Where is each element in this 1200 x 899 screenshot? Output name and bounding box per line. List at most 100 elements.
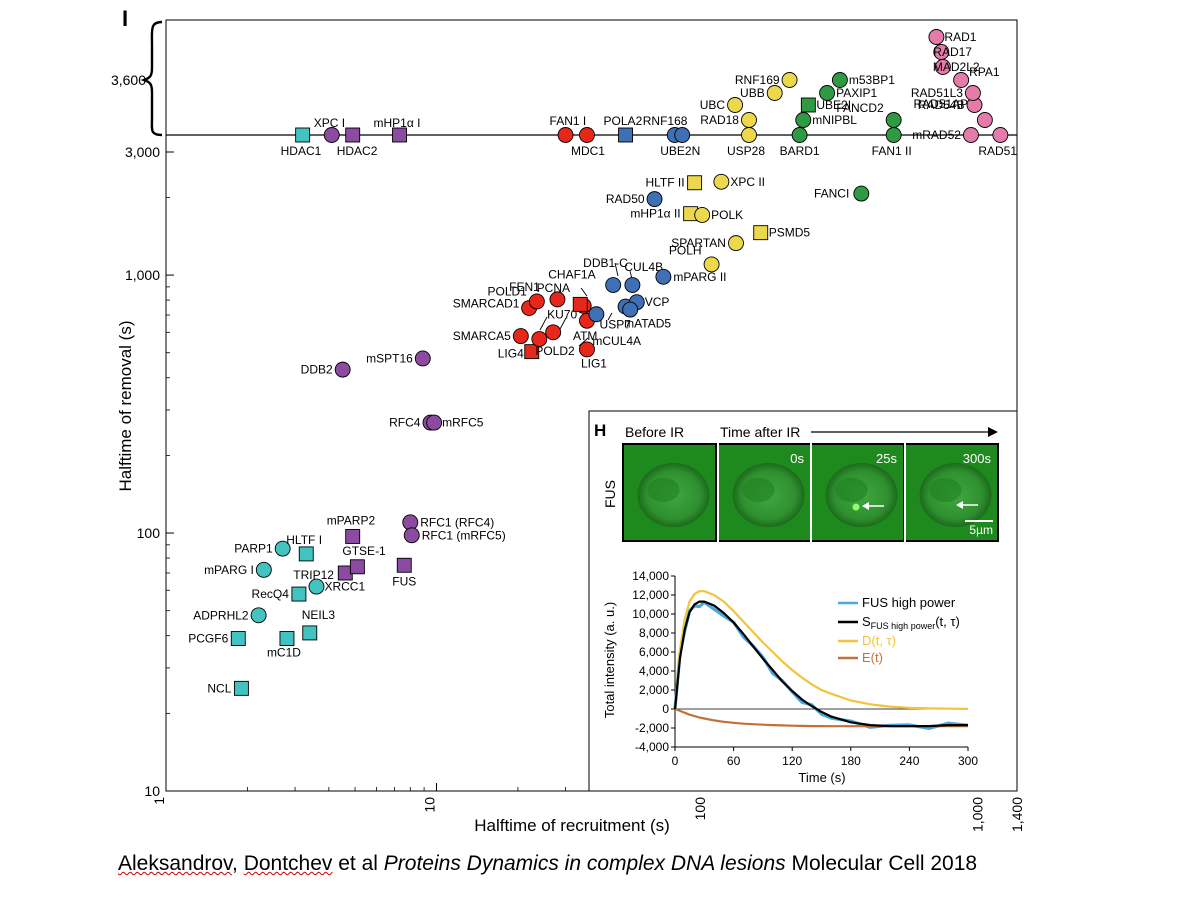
label-rad51: RAD51 <box>978 144 1017 158</box>
nucleolus <box>647 478 680 502</box>
nucleolus <box>742 478 775 502</box>
label-rad51l3: RAD51L3 <box>911 86 963 100</box>
time-after-ir-label: Time after IR <box>720 424 800 440</box>
inset-x-tick-label: 180 <box>841 754 861 768</box>
point-bard1 <box>791 127 808 143</box>
label-mrad52: mRAD52 <box>912 128 961 142</box>
nucleolus <box>929 478 962 502</box>
label-fancd2: FANCD2 <box>836 101 884 115</box>
label-smarcad1: SMARCAD1 <box>453 296 520 310</box>
label-mnipbl: mNIPBL <box>812 113 857 127</box>
inset-x-tick-label: 60 <box>727 754 741 768</box>
point-mparg-i <box>255 561 272 578</box>
inset-y-tick-label: 8,000 <box>639 626 669 640</box>
point-fancd2 <box>885 112 902 128</box>
panel-i-label: I <box>122 6 128 31</box>
label-cul4b: CUL4B <box>624 260 663 274</box>
damage-spot <box>852 503 860 511</box>
inset-legend: FUS high power SFUS high power(t, τ) D(t, … <box>838 595 960 665</box>
point-rad17 <box>933 44 950 60</box>
label-rad18: RAD18 <box>700 113 739 127</box>
label-ddb2: DDB2 <box>301 363 333 377</box>
label-ubb: UBB <box>740 86 765 100</box>
point-mrfc5 <box>426 414 443 431</box>
label-vcp: VCP <box>645 295 670 309</box>
point-spartan <box>728 235 744 252</box>
citation-title: Proteins Dynamics in complex DNA lesions <box>383 852 786 875</box>
inset-x-tick-label: 300 <box>958 754 978 768</box>
label-matad5: mATAD5 <box>624 317 671 331</box>
label-atm: ATM <box>573 329 597 343</box>
point-mc1d <box>279 631 295 646</box>
label-bard1: BARD1 <box>780 144 820 158</box>
point-mrad52 <box>963 127 979 143</box>
label-polh: POLH <box>669 243 702 257</box>
point-smarcad1 <box>549 291 566 308</box>
point-adprhl2 <box>250 607 267 624</box>
point-parp1 <box>274 540 291 557</box>
legend-label: FUS high power <box>862 595 956 610</box>
frame-time-label: 25s <box>876 451 897 466</box>
point-m53bp1 <box>831 72 848 88</box>
x-tick-label: 10 <box>421 797 437 813</box>
fus-row-label: FUS <box>602 480 618 508</box>
label-chaf1a: CHAF1A <box>548 267 595 281</box>
label-ube2n: UBE2N <box>660 144 700 158</box>
inset-y-tick-label: 0 <box>662 702 669 716</box>
label-paxip1: PAXIP1 <box>836 86 877 100</box>
label-recq4: RecQ4 <box>252 587 290 601</box>
point-xrcc1 <box>308 578 325 595</box>
point-hdac2 <box>345 127 361 143</box>
label-ncl: NCL <box>207 681 231 695</box>
label-parp1: PARP1 <box>234 542 273 556</box>
label-xpc-ii: XPC II <box>730 175 765 189</box>
inset-y-tick-label: 14,000 <box>632 569 669 583</box>
point-rad51 <box>992 127 1009 143</box>
label-fan1-ii: FAN1 II <box>872 144 912 158</box>
time-arrow-head <box>988 427 998 437</box>
point-ube2n <box>674 127 691 143</box>
point-fanci <box>853 185 870 202</box>
inset-y-tick-label: 6,000 <box>639 645 669 659</box>
inset-y-tick-label: 12,000 <box>632 588 669 602</box>
label-hdac1: HDAC1 <box>281 144 322 158</box>
label-xrcc1: XRCC1 <box>324 580 365 594</box>
label-xpc-i: XPC I <box>314 116 345 130</box>
point-fan1-i <box>557 127 574 143</box>
point-gtse-1 <box>349 559 365 575</box>
x-axis: 1 10 100 1,000 1,400 <box>151 783 1025 832</box>
inset-y-tick-label: -2,000 <box>635 721 669 735</box>
label-mrfc5: mRFC5 <box>442 416 484 430</box>
label-gtse-1: GTSE-1 <box>342 544 386 558</box>
point-matad5 <box>622 301 639 318</box>
label-ku70: KU70 <box>547 307 577 321</box>
label-pcgf6: PCGF6 <box>188 632 228 646</box>
point-ku70 <box>545 324 562 341</box>
point-psmd5 <box>753 225 769 241</box>
nucleolus <box>835 478 868 502</box>
citation-author-b: Dontchev <box>243 852 333 875</box>
point-smarca5 <box>512 328 529 345</box>
point-mhp1alpha-i <box>392 127 407 143</box>
axis-break-brace <box>140 20 163 137</box>
y-tick-label: 100 <box>137 525 161 541</box>
point-pold1 <box>528 293 545 310</box>
label-lig4: LIG4 <box>498 347 524 361</box>
x-tick-label: 1 <box>151 797 167 805</box>
citation-author-a: Aleksandrov <box>118 852 233 875</box>
label-adprhl2: ADPRHL2 <box>193 608 249 622</box>
damage-arrow-head <box>862 502 869 510</box>
point-mparg-ii <box>655 268 672 285</box>
label-rad17: RAD17 <box>933 45 972 59</box>
label-pold1: POLD1 <box>488 284 528 298</box>
citation: Aleksandrov, Dontchev et al Proteins Dyn… <box>118 852 977 876</box>
label-lig1: LIG1 <box>581 356 607 370</box>
label-mparg-i: mPARG I <box>204 563 254 577</box>
label-rpa1: RPA1 <box>969 65 1000 79</box>
citation-journal: Molecular Cell 2018 <box>785 852 978 875</box>
point-rpa1 <box>953 72 970 88</box>
label-hltf-i: HLTF I <box>286 533 322 547</box>
legend-label: SFUS high power(t, τ) <box>862 614 960 631</box>
citation-sep-1: , <box>232 852 244 875</box>
